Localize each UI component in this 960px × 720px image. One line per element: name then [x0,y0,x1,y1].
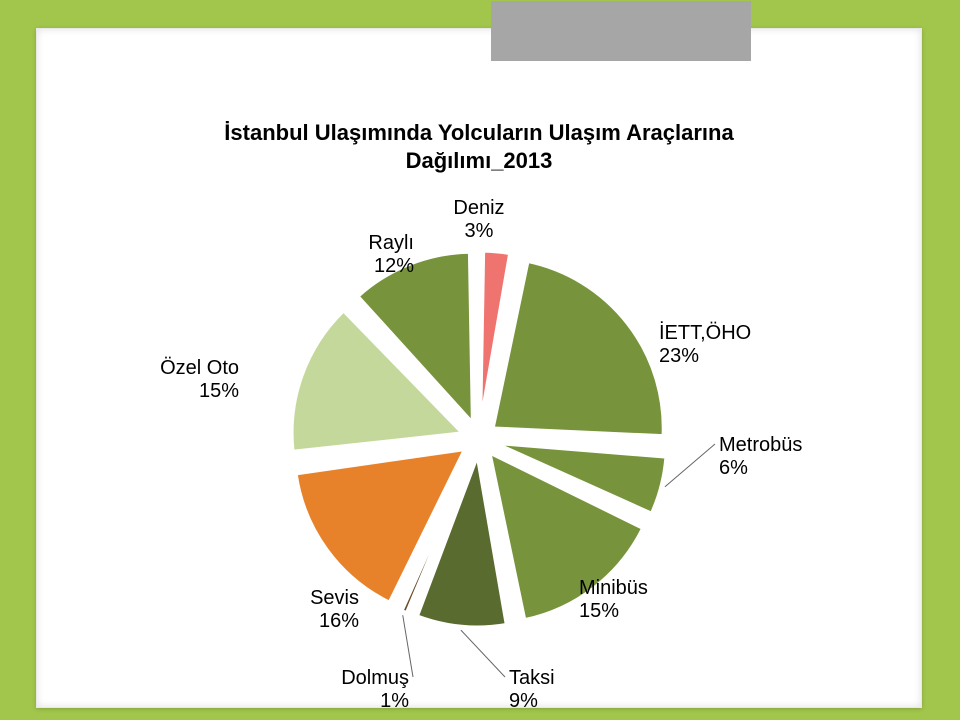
slice-label-pct: 9% [509,690,538,712]
slice-label-pct: 15% [579,600,619,622]
slice-label-pct: 1% [380,690,409,712]
slice-label-metrobus: Metrobüs6% [719,434,802,479]
slice-label-name: Minibüs [579,577,648,599]
slice-label-name: Metrobüs [719,434,802,456]
slice-label-pct: 23% [659,345,699,367]
slice-label-taksi: Taksi9% [509,667,555,712]
slice-label-name: Raylı [368,232,414,254]
slice-label-servis: Sevis16% [310,587,359,632]
slice-label-pct: 3% [465,220,494,242]
slice-label-name: Deniz [453,197,504,219]
slice-label-minibus: Minibüs15% [579,577,648,622]
pie-slice-iett [493,262,663,436]
slice-label-name: Sevis [310,587,359,609]
slice-label-iett: İETT,ÖHO23% [659,321,751,367]
slice-label-dolmus: Dolmuş1% [341,667,409,712]
slice-label-pct: 16% [319,610,359,632]
slice-label-name: Özel Oto [160,357,239,379]
slice-label-name: İETT,ÖHO [659,321,751,344]
page-frame: İstanbul Ulaşımında Yolcuların Ulaşım Ar… [0,0,960,720]
slice-label-name: Taksi [509,667,555,689]
slice-label-pct: 12% [374,255,414,277]
content-card: İstanbul Ulaşımında Yolcuların Ulaşım Ar… [36,28,922,708]
slice-label-name: Dolmuş [341,667,409,689]
pie-chart: Deniz3%İETT,ÖHO23%Metrobüs6%Minibüs15%Ta… [37,29,921,707]
slice-label-pct: 6% [719,457,748,479]
slice-label-pct: 15% [199,380,239,402]
leader-line [665,444,715,487]
slice-label-rayli: Raylı12% [368,232,414,277]
slice-label-deniz: Deniz3% [453,197,504,242]
leader-line [461,630,505,677]
slice-label-ozeloto: Özel Oto15% [160,357,239,402]
